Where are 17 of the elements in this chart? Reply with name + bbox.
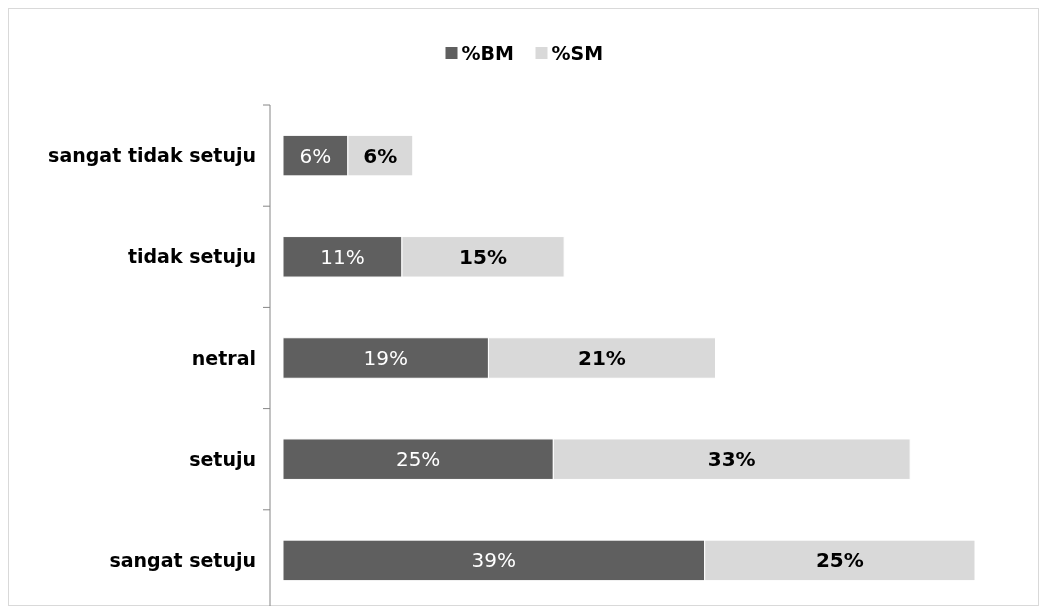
legend-label: %SM: [551, 41, 604, 64]
data-label: 39%: [471, 548, 517, 573]
data-label: 11%: [320, 244, 365, 269]
y-tick-label: setuju: [189, 447, 256, 470]
y-tick-label: sangat setuju: [109, 549, 256, 572]
data-label: 25%: [815, 548, 864, 573]
data-label: 33%: [707, 447, 756, 472]
data-label: 6%: [363, 143, 398, 168]
data-label: 21%: [578, 346, 626, 370]
data-label: 25%: [395, 447, 441, 472]
data-label: 6%: [299, 143, 332, 168]
data-label: 15%: [459, 244, 507, 269]
y-tick-label: tidak setuju: [127, 245, 256, 268]
data-label: 19%: [363, 346, 408, 370]
legend-label: %BM: [461, 41, 514, 64]
y-tick-label: netral: [191, 346, 256, 369]
y-tick-label: sangat tidak setuju: [48, 144, 256, 167]
